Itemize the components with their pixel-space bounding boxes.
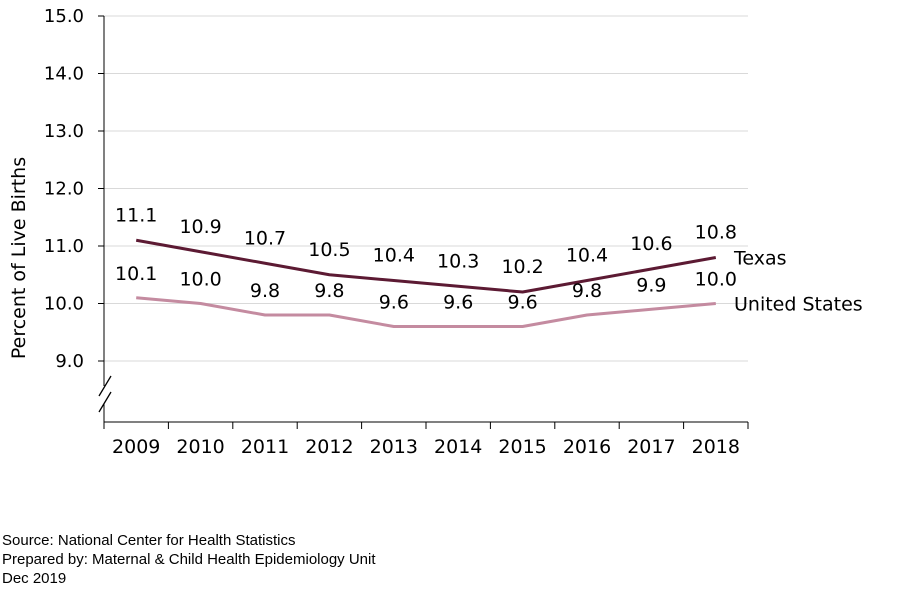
- data-label: 9.8: [314, 280, 344, 302]
- data-label: 9.9: [636, 274, 666, 296]
- x-tick-labels: 2009 2010 2011 2012 2013 2014 2015 2016 2017 2018: [112, 436, 740, 458]
- y-tick-label: 10.0: [44, 294, 84, 315]
- data-label: 9.6: [507, 292, 537, 314]
- data-label: 10.6: [630, 233, 672, 255]
- data-label: 9.6: [379, 292, 409, 314]
- axis-break-mark: [98, 375, 112, 397]
- data-label: 10.8: [695, 222, 737, 244]
- series-line-texas: [135, 238, 717, 294]
- x-tick-label: 2018: [692, 436, 740, 458]
- data-label: 10.5: [308, 239, 350, 261]
- y-tick-label: 15.0: [44, 6, 84, 27]
- data-label: 11.1: [115, 204, 157, 226]
- axis-break-mark: [98, 391, 112, 413]
- axes: [98, 15, 749, 429]
- data-label: 10.3: [437, 250, 479, 272]
- x-tick-label: 2010: [176, 436, 224, 458]
- data-label: 10.0: [179, 269, 221, 291]
- series-name-label: United States: [734, 294, 863, 316]
- x-tick-label: 2015: [498, 436, 546, 458]
- line-chart: 9.0 10.0 11.0 12.0 13.0 14.0 15.0 2009 2010 2011…: [8, 6, 863, 458]
- y-tick-label: 9.0: [55, 351, 84, 372]
- source-note: Source: National Center for Health Stati…: [2, 532, 296, 549]
- data-label: 9.8: [250, 280, 280, 302]
- x-tick-label: 2016: [563, 436, 611, 458]
- series-line-united-states: [136, 296, 716, 328]
- data-label: 10.4: [566, 245, 608, 267]
- x-tick-label: 2011: [241, 436, 289, 458]
- y-tick-labels: 9.0 10.0 11.0 12.0 13.0 14.0 15.0: [44, 6, 84, 372]
- data-label: 10.7: [244, 227, 286, 249]
- y-axis-label: Percent of Live Births: [8, 157, 30, 359]
- series-names: Texas United States: [733, 248, 863, 316]
- data-label: 9.6: [443, 292, 473, 314]
- y-tick-label: 12.0: [44, 179, 84, 200]
- x-tick-label: 2009: [112, 436, 160, 458]
- gridlines: [104, 15, 748, 362]
- x-tick-label: 2012: [305, 436, 353, 458]
- y-tick-label: 14.0: [44, 64, 84, 85]
- series-lines: [135, 238, 717, 328]
- x-tick-label: 2013: [370, 436, 418, 458]
- date-note: Dec 2019: [2, 570, 67, 587]
- x-tick-label: 2017: [627, 436, 675, 458]
- data-label: 10.1: [115, 263, 157, 285]
- series-name-label: Texas: [733, 248, 787, 270]
- x-tick-label: 2014: [434, 436, 482, 458]
- data-labels: 11.1 10.9 10.7 10.5 10.4 10.3 10.2 10.4 10.6 10.8…: [115, 204, 737, 313]
- data-label: 10.9: [179, 216, 221, 238]
- prepared-by-note: Prepared by: Maternal & Child Health Epi…: [2, 551, 376, 568]
- data-label: 9.8: [572, 280, 602, 302]
- data-label: 10.0: [695, 269, 737, 291]
- data-label: 10.4: [373, 245, 415, 267]
- y-tick-label: 13.0: [44, 121, 84, 142]
- y-tick-label: 11.0: [44, 236, 84, 257]
- data-label: 10.2: [501, 256, 543, 278]
